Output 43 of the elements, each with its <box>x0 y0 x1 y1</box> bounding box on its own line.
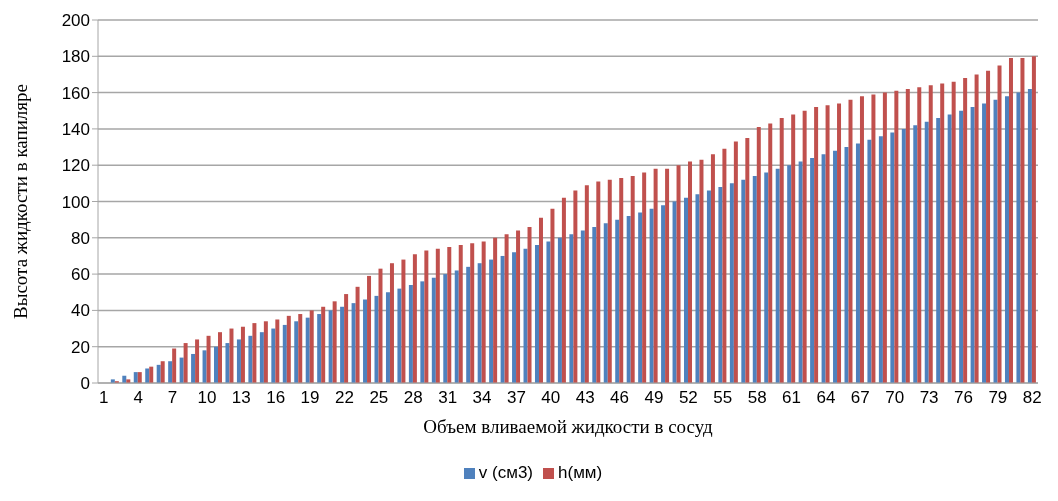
y-tick-label: 180 <box>61 47 90 67</box>
x-tick-label: 61 <box>782 388 801 408</box>
x-tick-label: 67 <box>850 388 870 408</box>
x-tick-label: 7 <box>167 388 178 408</box>
x-tick-label: 43 <box>575 388 595 408</box>
x-tick-label: 52 <box>678 388 698 408</box>
x-tick-label: 13 <box>231 388 251 408</box>
x-tick-label: 22 <box>335 388 354 408</box>
x-tick-label: 55 <box>713 388 733 408</box>
x-tick-label: 34 <box>472 388 492 408</box>
y-tick-label: 40 <box>71 301 90 321</box>
x-tick-label: 37 <box>506 388 526 408</box>
x-tick-label: 70 <box>885 388 905 408</box>
y-tick-label: 160 <box>61 83 90 103</box>
y-tick-label: 60 <box>71 265 90 285</box>
x-tick-label: 16 <box>266 388 286 408</box>
x-tick-label: 82 <box>1022 388 1042 408</box>
y-tick-label: 80 <box>71 228 90 248</box>
x-tick-label: 58 <box>747 388 767 408</box>
x-tick-label: 10 <box>197 388 217 408</box>
y-axis-title: Высота жидкости в капиляре <box>9 83 31 320</box>
x-tick-label: 64 <box>816 388 836 408</box>
y-tick-label: 200 <box>61 11 90 31</box>
legend-label: v (см3) <box>478 463 534 482</box>
x-tick-label: 76 <box>954 388 973 408</box>
x-tick-label: 19 <box>300 388 320 408</box>
legend-label: h(мм) <box>558 463 603 482</box>
x-tick-label: 31 <box>438 388 458 408</box>
y-tick-label: 140 <box>61 119 90 139</box>
y-tick-label: 20 <box>71 337 90 357</box>
x-tick-label: 28 <box>403 388 423 408</box>
x-tick-label: 46 <box>610 388 630 408</box>
y-tick-label: 120 <box>61 156 90 176</box>
x-tick-label: 1 <box>99 388 109 408</box>
x-tick-label: 79 <box>988 388 1008 408</box>
y-tick-label: 100 <box>61 192 90 212</box>
x-tick-label: 25 <box>369 388 389 408</box>
x-axis-title: Объем вливаемой жидкости в сосуд <box>423 416 714 437</box>
y-tick-label: 0 <box>80 374 90 394</box>
x-tick-label: 49 <box>644 388 664 408</box>
x-tick-label: 4 <box>133 388 143 408</box>
x-tick-label: 40 <box>541 388 561 408</box>
x-tick-label: 73 <box>919 388 939 408</box>
